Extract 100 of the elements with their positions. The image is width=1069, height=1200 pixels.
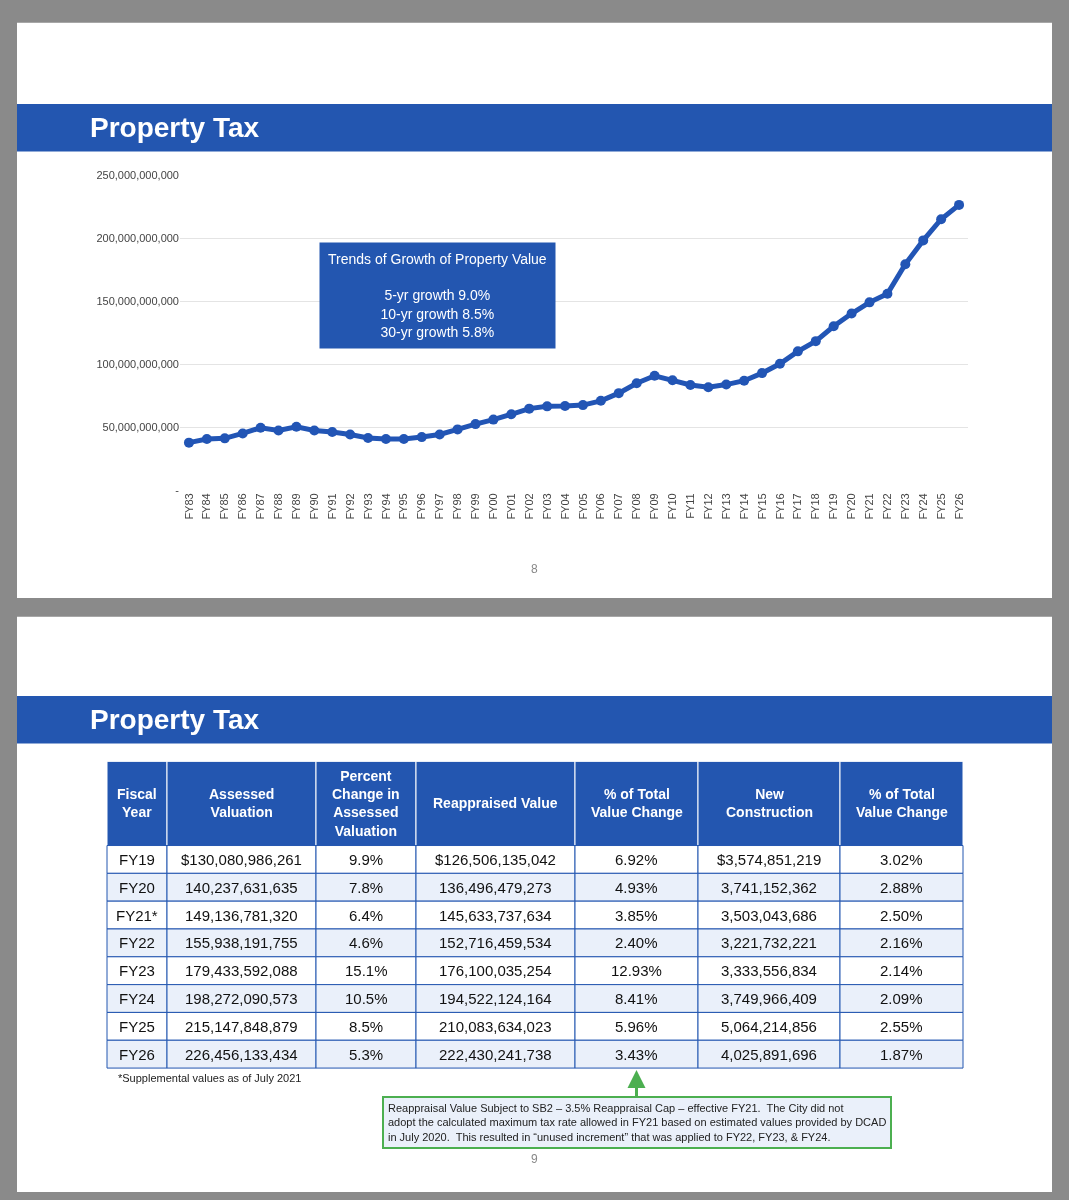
data-label: 3,333,556,834 xyxy=(721,962,817,979)
data-label: 152,716,459,534 xyxy=(439,934,552,951)
point xyxy=(631,378,642,389)
point xyxy=(900,259,911,270)
point xyxy=(613,388,624,399)
x-tick-label: FY02 xyxy=(522,493,535,520)
point xyxy=(327,427,338,438)
data-label: 6.4% xyxy=(349,907,384,924)
data-label: 9.9% xyxy=(349,851,384,868)
x-tick-label: FY97 xyxy=(433,493,446,520)
data-label: 3,749,966,409 xyxy=(721,990,817,1007)
x-tick-label: FY25 xyxy=(934,493,947,520)
chart-title: Property Tax xyxy=(90,704,260,735)
point xyxy=(273,425,284,436)
x-tick-label: FY15 xyxy=(755,493,768,520)
x-tick-label: FY96 xyxy=(415,493,428,520)
data-label: 10.5% xyxy=(345,990,388,1007)
x-tick-label: FY84 xyxy=(200,493,213,520)
x-tick-label: FY83 xyxy=(182,493,195,520)
point xyxy=(506,409,517,420)
y-tick-label: FY19 xyxy=(119,851,155,868)
y-tick-label: FY22 xyxy=(119,934,155,951)
data-label: 2.09% xyxy=(880,990,923,1007)
x-tick-label: FY11 xyxy=(683,493,696,519)
x-tick-label: FY87 xyxy=(254,493,267,520)
data-label: 194,522,124,164 xyxy=(439,990,552,1007)
point xyxy=(864,297,875,308)
point xyxy=(291,421,302,432)
x-tick-label: FY06 xyxy=(594,493,607,520)
data-label: 5.96% xyxy=(615,1018,658,1035)
data-label: 145,633,737,634 xyxy=(439,907,552,924)
point xyxy=(434,429,445,440)
y-tick-label: 50,000,000,000 xyxy=(102,421,179,433)
data-label: 12.93% xyxy=(611,962,662,979)
point xyxy=(774,358,785,369)
x-tick-label: FY20 xyxy=(845,493,858,520)
y-tick-label: FY23 xyxy=(119,962,155,979)
x-tick-label: FY85 xyxy=(218,493,231,520)
text: Reappraisal Value Subject to SB2 – 3.5% Reappraisal Cap – effective FY21. The City did not adopt the calculated maximum tax rate allowed in FY21 based on estimated values provided by DCAD in July 2020. This resulted in “unused increment” that was applied to FY22, FY23, & FY24. xyxy=(388,1102,887,1143)
y-tick-label: 200,000,000,000 xyxy=(96,232,179,245)
point xyxy=(954,199,965,210)
x-tick-label: FY07 xyxy=(612,493,625,520)
x-tick-label: FY08 xyxy=(630,493,643,520)
point xyxy=(345,429,356,440)
x-tick-label: FY21 xyxy=(863,493,876,520)
data-label: 4.93% xyxy=(615,879,658,896)
x-tick-label: FY03 xyxy=(540,493,553,520)
point xyxy=(219,433,230,444)
data-label: 179,433,592,088 xyxy=(185,962,298,979)
data-label: $126,506,135,042 xyxy=(435,851,556,868)
x-tick-label: FY99 xyxy=(469,493,482,520)
data-label: 215,147,848,879 xyxy=(185,1018,298,1035)
x-tick-label: FY91 xyxy=(325,493,338,520)
point xyxy=(810,336,821,347)
y-axis-title: Fiscal Year xyxy=(117,786,157,821)
data-label: 2.16% xyxy=(880,934,923,951)
y-tick-label: - xyxy=(175,483,180,496)
x-tick-label: FY88 xyxy=(272,493,285,520)
point xyxy=(309,425,320,436)
data-label: 226,456,133,434 xyxy=(185,1046,298,1063)
point xyxy=(721,379,732,390)
x-tick-label: Reappraised Value xyxy=(433,795,558,811)
point xyxy=(524,403,535,414)
x-tick-label: FY22 xyxy=(880,493,893,520)
point xyxy=(363,432,374,443)
point xyxy=(792,346,803,357)
point xyxy=(255,422,266,433)
data-label: 4.6% xyxy=(349,934,384,951)
point xyxy=(828,321,839,332)
note-box: Trends of Growth of Property Value 5-yr growth 9.0% 10-yr growth 8.5% 30-yr growth 5.8% xyxy=(319,242,556,349)
y-tick-label: 100,000,000,000 xyxy=(96,358,179,371)
data-label: 198,272,090,573 xyxy=(185,990,298,1007)
point xyxy=(595,395,606,406)
point xyxy=(470,419,481,430)
y-tick-label: 150,000,000,000 xyxy=(96,295,179,308)
x-tick-label: New Construction xyxy=(726,786,814,821)
point xyxy=(649,370,660,381)
y-tick-label: FY20 xyxy=(119,879,155,896)
point xyxy=(542,401,553,412)
text: 8 xyxy=(531,562,538,576)
x-tick-label: FY94 xyxy=(379,493,392,520)
y-tick-label: FY24 xyxy=(119,990,155,1007)
x-tick-label: FY23 xyxy=(898,493,911,520)
data-label: 2.55% xyxy=(880,1018,923,1035)
point xyxy=(936,214,947,225)
x-tick-label: FY93 xyxy=(361,493,374,520)
point xyxy=(882,288,893,299)
point xyxy=(452,424,463,435)
data-label: 2.40% xyxy=(615,934,658,951)
x-tick-label: FY86 xyxy=(236,493,249,520)
data-label: 4,025,891,696 xyxy=(721,1046,817,1063)
x-tick-label: FY95 xyxy=(397,493,410,520)
data-label: 3,741,152,362 xyxy=(721,879,817,896)
point xyxy=(577,400,588,411)
x-tick-label: FY14 xyxy=(737,493,750,520)
point xyxy=(667,375,678,386)
data-label: 149,136,781,320 xyxy=(185,907,298,924)
point xyxy=(380,433,391,444)
chart-title: Property Tax xyxy=(90,112,260,143)
data-label: 176,100,035,254 xyxy=(439,962,552,979)
